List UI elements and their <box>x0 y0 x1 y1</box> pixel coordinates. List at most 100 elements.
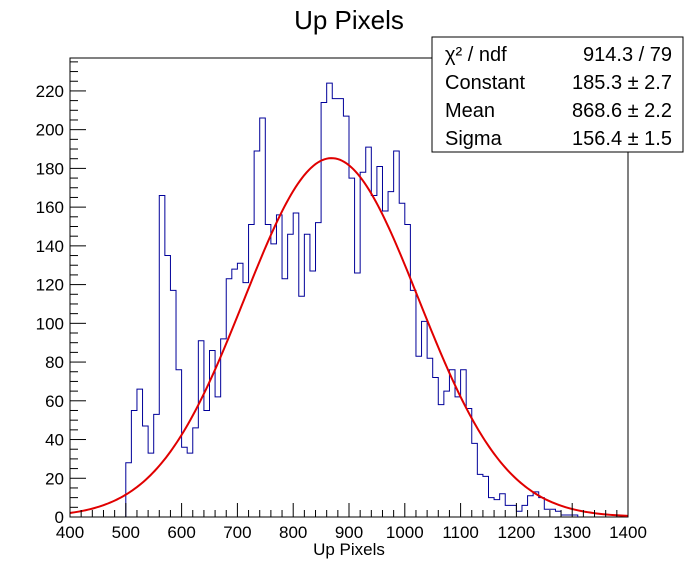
histogram-bin <box>293 213 299 517</box>
histogram-bin <box>198 341 204 517</box>
y-tick-label: 80 <box>45 353 64 372</box>
stats-constant-label: Constant <box>445 72 525 94</box>
histogram-bin <box>193 428 199 517</box>
x-axis-label: Up Pixels <box>313 540 385 559</box>
histogram-bin <box>427 358 433 517</box>
histogram-bin <box>215 397 221 517</box>
histogram-bin <box>310 271 316 517</box>
histogram-bin <box>489 498 495 517</box>
gaussian-fit-curve <box>69 157 629 517</box>
histogram-bin <box>182 447 188 517</box>
histogram-bin <box>449 370 455 517</box>
histogram-bin <box>276 215 282 517</box>
histogram-bin <box>494 500 500 517</box>
y-tick-label: 0 <box>55 508 64 527</box>
histogram-bin <box>159 196 165 517</box>
histogram-bin <box>500 494 506 517</box>
histogram-bin <box>131 410 137 517</box>
stats-chi2-value: 914.3 / 79 <box>583 44 672 66</box>
axes: 400 500 600 700 800 900 1000 1100 1200 1300 1400 0 2… <box>36 61 647 542</box>
x-tick-label: 1000 <box>386 523 424 542</box>
histogram-bin <box>472 443 478 517</box>
histogram-bin <box>477 474 483 517</box>
histogram-bin <box>522 505 528 517</box>
histogram-bin <box>282 279 288 517</box>
histogram-bin <box>355 273 361 517</box>
histogram-bin <box>327 83 333 517</box>
histogram-bin <box>343 116 349 517</box>
chart-title: Up Pixels <box>294 5 404 35</box>
stats-mean-label: Mean <box>445 100 495 122</box>
histogram-bin <box>567 515 573 517</box>
histogram-bin <box>399 203 405 517</box>
histogram-bin <box>466 409 472 517</box>
histogram-bin <box>249 225 255 517</box>
histogram-bin <box>382 211 388 517</box>
histogram-bin <box>271 244 277 517</box>
histogram-bin <box>299 296 305 517</box>
y-tick-label: 40 <box>45 431 64 450</box>
histogram-bin <box>148 453 154 517</box>
histogram-bin <box>433 378 439 517</box>
histogram-bin <box>226 279 232 517</box>
histogram-bin <box>165 256 171 517</box>
y-tick-label: 140 <box>36 237 64 256</box>
histogram-bin <box>265 225 271 517</box>
stats-sigma-value: 156.4 ± 1.5 <box>572 128 672 150</box>
histogram-bin <box>444 391 450 517</box>
histogram-bin <box>511 505 517 517</box>
histogram-bin <box>505 505 511 517</box>
histogram-bin <box>137 389 143 517</box>
stats-sigma-label: Sigma <box>445 128 503 150</box>
histogram-bin <box>221 339 227 517</box>
histogram-bin <box>483 476 489 517</box>
x-tick-label: 1300 <box>553 523 591 542</box>
histogram-bin <box>232 269 238 517</box>
histogram-bin <box>321 103 327 517</box>
x-tick-label: 1200 <box>497 523 535 542</box>
histogram-bin <box>243 283 249 517</box>
stats-box-frame <box>431 36 684 153</box>
histogram-bin <box>187 453 193 517</box>
stats-chi2-label: χ² / ndf <box>445 44 507 66</box>
histogram-bin <box>204 410 210 517</box>
y-tick-label: 180 <box>36 159 64 178</box>
x-tick-label: 700 <box>223 523 251 542</box>
histogram-bin <box>539 498 545 517</box>
histogram-bin <box>410 290 416 517</box>
histogram-bin <box>316 223 322 517</box>
histogram-bin <box>254 151 260 517</box>
histogram-bin <box>455 397 461 517</box>
x-tick-label: 1100 <box>442 523 479 542</box>
histogram-bin <box>561 515 567 517</box>
histogram-bin <box>544 509 550 517</box>
y-tick-label: 200 <box>36 121 64 140</box>
x-tick-label: 500 <box>112 523 140 542</box>
histogram-bin <box>516 511 522 517</box>
histogram-bin <box>572 515 578 517</box>
y-tick-label: 60 <box>45 392 64 411</box>
histogram-bin <box>438 405 444 517</box>
histogram-bin <box>360 172 366 517</box>
x-tick-label: 600 <box>167 523 195 542</box>
histogram-bin <box>304 234 310 517</box>
x-tick-label: 900 <box>335 523 363 542</box>
x-tick-label: 800 <box>279 523 307 542</box>
histogram-bin <box>288 234 294 517</box>
y-tick-label: 20 <box>45 469 64 488</box>
fit-curve-group <box>69 157 629 517</box>
histogram-bin <box>366 147 372 517</box>
histogram-bin <box>371 196 377 517</box>
stats-constant-value: 185.3 ± 2.7 <box>572 72 672 94</box>
stats-mean-value: 868.6 ± 2.2 <box>572 100 672 122</box>
stats-box: χ² / ndf 914.3 / 79 Constant 185.3 ± 2.7… <box>431 36 684 153</box>
y-tick-label: 220 <box>36 82 64 101</box>
histogram-bin <box>416 356 422 517</box>
histogram-bin <box>170 290 176 517</box>
x-tick-label: 1400 <box>609 523 647 542</box>
histogram-bin <box>461 370 467 517</box>
histogram-bin <box>394 151 400 517</box>
histogram-bin <box>555 511 561 517</box>
histogram-bin <box>126 463 132 517</box>
